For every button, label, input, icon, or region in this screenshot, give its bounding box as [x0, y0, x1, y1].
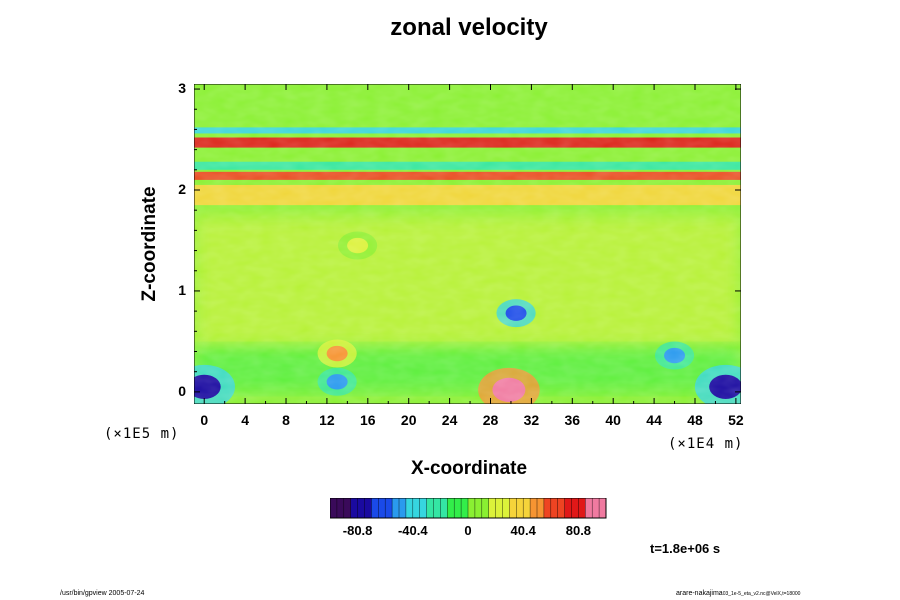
- colorbar-cell: [343, 498, 352, 518]
- colorbar-cell: [502, 498, 510, 518]
- x-tick-label: 48: [687, 412, 703, 428]
- x-tick-label: 20: [400, 412, 417, 428]
- colorbar-cell: [412, 498, 421, 518]
- x-tick-label: 4: [241, 412, 249, 428]
- y-tick-label: 0: [178, 382, 186, 399]
- colorbar-cell: [419, 498, 428, 518]
- x-tick-label: 36: [564, 412, 581, 428]
- colorbar-cell: [578, 498, 586, 518]
- x-tick-label: 28: [482, 412, 499, 428]
- chart-title: zonal velocity: [390, 14, 548, 41]
- colorbar-cell: [378, 498, 386, 518]
- colorbar-tick-label: -80.8: [342, 523, 373, 538]
- footer-right-main: arare-nakajima: [676, 590, 723, 597]
- colorbar-tick-label: -40.4: [397, 523, 428, 538]
- x-tick-label: 0: [200, 412, 209, 428]
- y-unit-label: (×1E5 m): [104, 426, 180, 442]
- plot-area: [194, 84, 741, 404]
- colorbar-cell: [454, 498, 462, 518]
- colorbar-tick-label: 40.4: [510, 523, 536, 538]
- x-unit-label: (×1E4 m): [668, 436, 744, 452]
- x-tick-label: 12: [319, 412, 335, 428]
- colorbar-cell: [474, 498, 483, 518]
- colorbar-cell: [357, 498, 365, 518]
- x-tick-label: 24: [441, 412, 458, 428]
- x-axis-label: X-coordinate: [410, 458, 528, 479]
- x-tick-label: 52: [728, 412, 744, 428]
- time-label: t=1.8e+06 s: [650, 541, 721, 556]
- colorbar-cell: [405, 498, 414, 518]
- colorbar-tick-label: 0: [464, 523, 472, 538]
- y-axis-label: Z-coordinate: [139, 186, 160, 302]
- footer-right-sub: 03_1e-5_eta_v2.nc@VelX,t=18000: [722, 591, 801, 597]
- colorbar-cell: [350, 498, 359, 518]
- colorbar-cell: [543, 498, 552, 518]
- colorbar-cell: [516, 498, 524, 518]
- colorbar-tick-label: 80.8: [565, 523, 592, 538]
- colorbar-cell: [440, 498, 448, 518]
- colorbar-cell: [392, 498, 400, 518]
- colorbar-cell: [523, 498, 531, 518]
- colorbar: [330, 498, 607, 519]
- x-tick-label: 8: [282, 412, 290, 428]
- colorbar-cell: [336, 498, 345, 518]
- colorbar-cell: [530, 498, 538, 518]
- footer-right: arare-nakajima03_1e-5_eta_v2.nc@VelX,t=1…: [676, 590, 800, 597]
- footer-left: /usr/bin/gpview 2005-07-24: [60, 590, 145, 597]
- colorbar-cell: [557, 498, 566, 518]
- y-tick-label: 1: [178, 281, 186, 298]
- colorbar-cell: [585, 498, 593, 518]
- y-tick-label: 3: [178, 80, 186, 97]
- x-tick-label: 40: [605, 412, 621, 428]
- colorbar-cell: [564, 498, 572, 518]
- colorbar-cell: [599, 498, 607, 518]
- colorbar-cell: [426, 498, 434, 518]
- colorbar-cell: [433, 498, 441, 518]
- colorbar-cell: [571, 498, 579, 518]
- colorbar-cell: [371, 498, 379, 518]
- y-tick-label: 2: [178, 180, 186, 197]
- colorbar-cell: [447, 498, 455, 518]
- colorbar-cell: [399, 498, 407, 518]
- colorbar-cell: [537, 498, 545, 518]
- colorbar-cell: [364, 498, 372, 518]
- heatmap-texture: [194, 84, 741, 404]
- x-tick-label: 16: [360, 412, 376, 428]
- colorbar-cell: [488, 498, 497, 518]
- colorbar-cell: [385, 498, 393, 518]
- colorbar-cell: [495, 498, 503, 518]
- colorbar-cell: [330, 498, 338, 518]
- colorbar-cell: [550, 498, 559, 518]
- colorbar-cell: [481, 498, 490, 518]
- x-tick-label: 32: [523, 412, 540, 428]
- colorbar-cell: [592, 498, 600, 518]
- colorbar-cell: [468, 498, 476, 518]
- colorbar-cell: [461, 498, 469, 518]
- x-tick-label: 44: [646, 412, 662, 428]
- colorbar-cell: [509, 498, 517, 518]
